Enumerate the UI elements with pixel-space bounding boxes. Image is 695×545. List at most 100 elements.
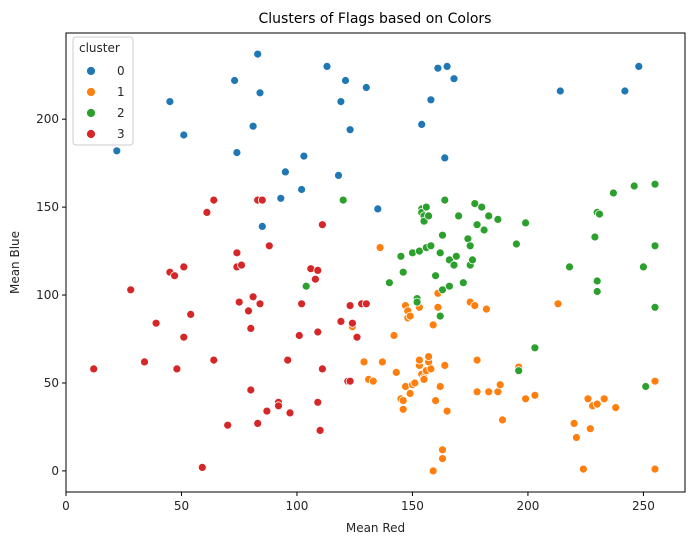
data-point — [449, 74, 459, 84]
data-point — [368, 376, 378, 386]
data-point — [253, 49, 263, 59]
legend-marker — [86, 66, 96, 76]
data-point — [244, 306, 253, 316]
data-point — [592, 287, 602, 296]
data-point — [585, 424, 595, 434]
data-point — [313, 265, 323, 275]
data-point — [650, 241, 660, 251]
data-point — [438, 285, 447, 295]
data-point — [417, 120, 427, 129]
data-point — [468, 255, 477, 265]
data-point — [595, 209, 604, 219]
points-layer — [89, 49, 660, 476]
data-point — [377, 357, 387, 367]
data-point — [412, 297, 422, 307]
x-tick-label: 100 — [286, 499, 309, 513]
data-point — [352, 332, 362, 342]
data-point — [341, 76, 350, 85]
data-point — [322, 62, 332, 71]
data-point — [650, 376, 660, 386]
data-point — [89, 364, 99, 374]
data-point — [361, 83, 371, 92]
data-point — [398, 267, 408, 277]
data-point — [179, 332, 189, 342]
data-point — [555, 86, 565, 96]
data-point — [253, 418, 263, 428]
data-point — [565, 262, 574, 272]
data-point — [465, 241, 475, 251]
data-point — [274, 401, 283, 411]
legend-label: 3 — [117, 127, 125, 141]
data-point — [398, 404, 408, 414]
x-tick-label: 250 — [632, 499, 655, 513]
data-point — [444, 281, 454, 291]
data-point — [530, 343, 540, 353]
x-tick-label: 150 — [401, 499, 424, 513]
data-point — [347, 318, 357, 328]
legend-title: cluster — [79, 41, 120, 55]
data-point — [264, 241, 274, 251]
data-point — [433, 63, 443, 73]
data-point — [283, 355, 293, 365]
data-point — [186, 309, 196, 319]
data-point — [451, 251, 461, 261]
data-point — [421, 202, 431, 212]
data-point — [336, 97, 346, 106]
data-point — [620, 86, 630, 96]
y-tick-label: 150 — [36, 200, 59, 214]
data-point — [234, 297, 244, 307]
data-point — [255, 88, 265, 98]
data-point — [202, 207, 212, 217]
data-point — [521, 394, 530, 404]
data-point — [433, 302, 443, 312]
data-point — [405, 389, 415, 398]
y-axis-label: Mean Blue — [8, 231, 22, 294]
data-point — [297, 299, 307, 309]
data-point — [495, 380, 505, 390]
chart-title: Clusters of Flags based on Colors — [259, 11, 492, 27]
data-point — [599, 394, 609, 404]
data-point — [442, 62, 452, 71]
data-point — [317, 220, 327, 230]
legend-box — [72, 36, 134, 146]
data-point — [438, 230, 447, 240]
data-point — [426, 364, 436, 374]
data-point — [179, 130, 189, 140]
data-point — [165, 97, 175, 106]
data-point — [609, 188, 618, 198]
data-point — [440, 195, 450, 205]
y-tick-label: 200 — [36, 112, 59, 126]
data-point — [140, 357, 149, 367]
data-point — [414, 246, 424, 256]
data-point — [257, 195, 267, 205]
data-point — [592, 276, 602, 286]
plot-frame — [65, 32, 686, 493]
data-point — [172, 364, 182, 374]
data-point — [223, 420, 233, 430]
data-point — [209, 195, 219, 205]
data-point — [470, 301, 480, 311]
data-point — [426, 241, 436, 251]
data-point — [170, 271, 180, 281]
data-point — [611, 403, 621, 413]
data-point — [276, 193, 286, 203]
data-point — [481, 304, 491, 314]
data-point — [431, 271, 441, 281]
data-point — [472, 220, 482, 230]
data-point — [479, 225, 489, 235]
y-tick-label: 0 — [51, 464, 59, 478]
y-tick-label: 100 — [36, 288, 59, 302]
data-point — [470, 199, 480, 209]
data-point — [477, 202, 487, 212]
data-point — [440, 153, 450, 163]
data-point — [345, 376, 355, 386]
data-point — [498, 415, 507, 425]
data-point — [472, 387, 482, 397]
data-point — [345, 301, 355, 311]
data-point — [257, 221, 267, 231]
data-point — [209, 355, 219, 365]
data-point — [419, 374, 429, 384]
data-point — [442, 406, 452, 416]
data-point — [389, 331, 399, 340]
